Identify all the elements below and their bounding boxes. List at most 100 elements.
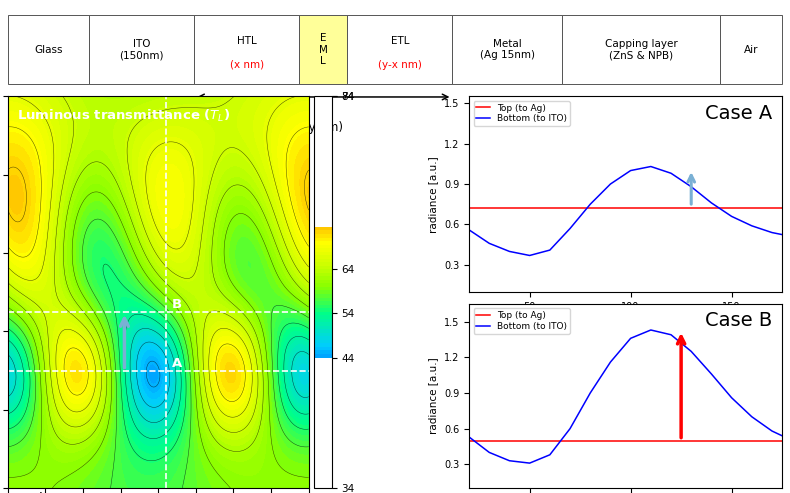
Bottom (to ITO) (545, 247, 555, 253)
Text: ITO
(150nm): ITO (150nm) (119, 39, 164, 61)
Bar (8, 15, 89, 84)
Bar (299, 15, 348, 84)
Top (to Ag) (585, 438, 595, 444)
Text: Luminous transmittance ($T_L$): Luminous transmittance ($T_L$) (17, 108, 230, 124)
Bottom (to ITO) (788, 234, 790, 240)
Top (to Ag) (747, 438, 757, 444)
Top (to Ag) (626, 206, 635, 211)
Top (to Ag) (566, 438, 575, 444)
Top (to Ag) (505, 438, 514, 444)
Top (to Ag) (424, 438, 434, 444)
Bottom (to ITO) (465, 227, 474, 233)
Bottom (to ITO) (646, 327, 656, 333)
Bottom (to ITO) (727, 395, 736, 401)
Top (to Ag) (465, 206, 474, 211)
Bottom (to ITO) (747, 223, 757, 229)
Text: HTL: HTL (237, 36, 257, 46)
Top (to Ag) (606, 206, 615, 211)
Text: (y-x nm): (y-x nm) (378, 60, 422, 70)
Top (to Ag) (646, 438, 656, 444)
Top (to Ag) (484, 206, 494, 211)
Top (to Ag) (606, 438, 615, 444)
Top (to Ag) (566, 206, 575, 211)
Top (to Ag) (484, 438, 494, 444)
Text: Case B: Case B (705, 311, 773, 330)
Top (to Ag) (424, 206, 434, 211)
Text: E
M
L: E M L (319, 33, 328, 66)
Bottom (to ITO) (767, 230, 777, 236)
Top (to Ag) (687, 438, 696, 444)
Top (to Ag) (767, 206, 777, 211)
Bottom (to ITO) (707, 200, 717, 206)
Top (to Ag) (727, 438, 736, 444)
Top (to Ag) (707, 438, 717, 444)
Bottom (to ITO) (444, 414, 453, 420)
Y-axis label: radiance [a.u.]: radiance [a.u.] (428, 357, 438, 434)
Top (to Ag) (585, 206, 595, 211)
Bottom (to ITO) (484, 241, 494, 246)
Top (to Ag) (525, 438, 534, 444)
Top (to Ag) (687, 206, 696, 211)
Bottom (to ITO) (767, 428, 777, 434)
Text: (y nm): (y nm) (304, 121, 343, 134)
Text: Case A: Case A (705, 104, 773, 123)
Bottom (to ITO) (505, 458, 514, 464)
Bottom (to ITO) (585, 201, 595, 207)
Bottom (to ITO) (626, 335, 635, 341)
Bar (562, 15, 720, 84)
Bar (194, 15, 299, 84)
Top (to Ag) (626, 438, 635, 444)
Bottom (to ITO) (606, 359, 615, 365)
Bottom (to ITO) (606, 181, 615, 187)
Bottom (to ITO) (788, 438, 790, 444)
Bottom (to ITO) (424, 207, 434, 212)
Text: A: A (171, 356, 182, 370)
Bar (348, 15, 453, 84)
Bottom (to ITO) (545, 452, 555, 458)
Top (to Ag) (545, 206, 555, 211)
Top (to Ag) (727, 206, 736, 211)
Text: B: B (171, 298, 182, 311)
Top (to Ag) (444, 206, 453, 211)
Bar (89, 15, 194, 84)
Bottom (to ITO) (484, 450, 494, 456)
Top (to Ag) (666, 438, 675, 444)
Text: ETL: ETL (390, 36, 409, 46)
Y-axis label: radiance [a.u.]: radiance [a.u.] (428, 156, 438, 233)
Bottom (to ITO) (566, 226, 575, 232)
Bottom (to ITO) (424, 397, 434, 403)
Text: Glass: Glass (34, 44, 62, 55)
Line: Bottom (to ITO): Bottom (to ITO) (429, 167, 790, 255)
Text: $\bullet$ When $T_L$ : 80% $\rightarrow$ 70%,: $\bullet$ When $T_L$ : 80% $\rightarrow$… (12, 491, 190, 493)
Bottom (to ITO) (444, 213, 453, 219)
Bottom (to ITO) (687, 349, 696, 354)
Bottom (to ITO) (727, 213, 736, 219)
Top (to Ag) (545, 438, 555, 444)
Text: Metal
(Ag 15nm): Metal (Ag 15nm) (480, 39, 535, 61)
Text: Capping layer
(ZnS & NPB): Capping layer (ZnS & NPB) (604, 39, 678, 61)
Bottom (to ITO) (566, 425, 575, 431)
Top (to Ag) (767, 438, 777, 444)
Bottom (to ITO) (626, 168, 635, 174)
Bottom (to ITO) (687, 184, 696, 190)
Bottom (to ITO) (707, 371, 717, 377)
Top (to Ag) (525, 206, 534, 211)
Bottom (to ITO) (666, 332, 675, 338)
Bar (720, 15, 782, 84)
Bottom (to ITO) (646, 164, 656, 170)
Top (to Ag) (505, 206, 514, 211)
Bottom (to ITO) (525, 460, 534, 466)
Legend: Top (to Ag), Bottom (to ITO): Top (to Ag), Bottom (to ITO) (473, 308, 570, 334)
Bar (453, 15, 562, 84)
Top (to Ag) (707, 206, 717, 211)
Legend: Top (to Ag), Bottom (to ITO): Top (to Ag), Bottom (to ITO) (473, 101, 570, 126)
Bottom (to ITO) (666, 170, 675, 176)
X-axis label: HTL thickness (nm): HTL thickness (nm) (575, 317, 676, 327)
Bottom (to ITO) (747, 414, 757, 420)
Bottom (to ITO) (585, 390, 595, 396)
Text: (x nm): (x nm) (230, 60, 264, 70)
Top (to Ag) (747, 206, 757, 211)
Line: Bottom (to ITO): Bottom (to ITO) (429, 330, 790, 463)
Top (to Ag) (646, 206, 656, 211)
Top (to Ag) (788, 206, 790, 211)
